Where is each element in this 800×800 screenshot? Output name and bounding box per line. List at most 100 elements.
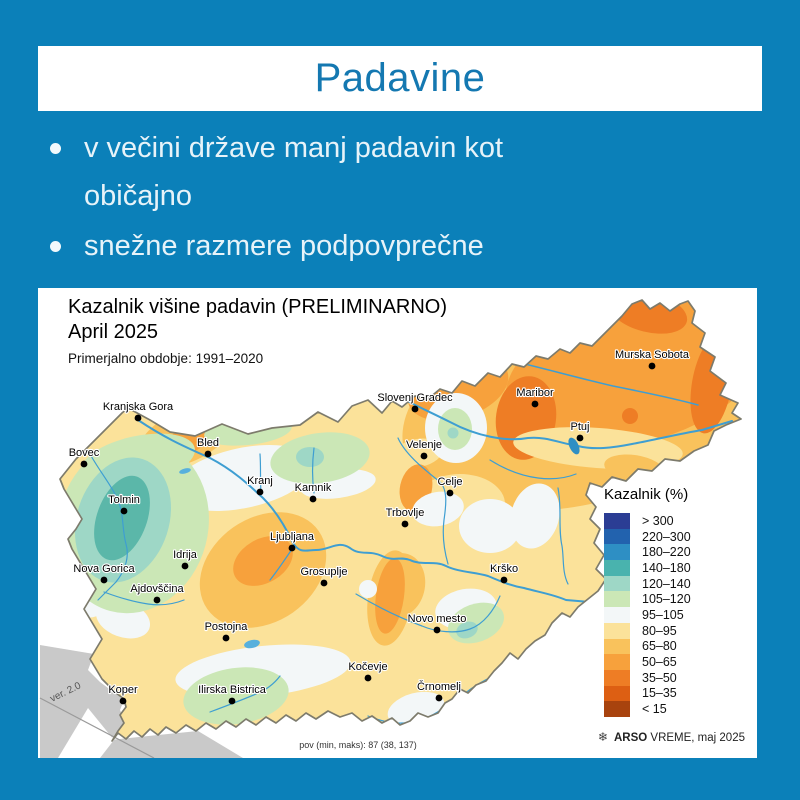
city-label: Postojna <box>205 621 249 633</box>
legend-swatch <box>604 638 630 655</box>
city-dot <box>411 405 419 413</box>
arso-logo-icon: ❄ <box>597 730 608 744</box>
legend-row: < 15 <box>604 701 754 717</box>
legend-swatch <box>604 560 630 576</box>
city-label: Nova Gorica <box>73 563 135 575</box>
legend-row: 120–140 <box>604 575 754 592</box>
city-dot <box>228 697 236 705</box>
legend-row: 15–35 <box>604 685 754 702</box>
city-label: Bovec <box>69 447 100 459</box>
city-dot <box>80 460 88 468</box>
city-dot <box>288 544 296 552</box>
legend-row: 80–95 <box>604 622 754 639</box>
legend-label: 65–80 <box>642 639 677 654</box>
legend-row: > 300 <box>604 513 754 529</box>
legend-label: 15–35 <box>642 686 677 701</box>
city-label: Ilirska Bistrica <box>198 684 267 696</box>
city-dot <box>120 507 128 515</box>
city-label: Kranjska Gora <box>103 401 174 413</box>
city-label: Kočevje <box>348 661 387 673</box>
title-bar: Padavine <box>38 46 762 111</box>
city-label: Kamnik <box>295 482 332 494</box>
city-dot <box>531 400 539 408</box>
page-title: Padavine <box>314 56 486 100</box>
legend-swatch <box>604 622 630 639</box>
legend-swatch <box>604 701 630 717</box>
legend-swatch <box>604 685 630 702</box>
city-label: Novo mesto <box>408 613 467 625</box>
legend-title: Kazalnik (%) <box>604 486 689 503</box>
legend-label: 35–50 <box>642 670 677 685</box>
city-label: Krško <box>490 563 518 575</box>
legend-label: 220–300 <box>642 529 691 544</box>
city-label: Maribor <box>516 387 554 399</box>
legend-swatch <box>604 669 630 686</box>
country-border <box>59 299 742 742</box>
city-dot <box>401 520 409 528</box>
legend-rows: > 300 220–300 180–220 140–180 120–140 105–120… <box>604 513 754 717</box>
city-dot <box>222 634 230 642</box>
bullet-item: snežne razmere podpovprečne <box>48 222 708 270</box>
map-subtitle: Primerjalno obdobje: 1991–2020 <box>68 351 264 366</box>
legend-label: 95–105 <box>642 607 684 622</box>
city-label: Trbovlje <box>386 507 425 519</box>
city-dot <box>134 414 142 422</box>
city-dot <box>256 488 264 496</box>
city-dot <box>204 450 212 458</box>
legend-label: 120–140 <box>642 576 691 591</box>
city-label: Bled <box>197 437 219 449</box>
legend-swatch <box>604 591 630 608</box>
legend-row: 95–105 <box>604 607 754 623</box>
legend-swatch <box>604 544 630 561</box>
legend-row: 105–120 <box>604 591 754 608</box>
legend-row: 35–50 <box>604 669 754 686</box>
city-label: Celje <box>437 476 462 488</box>
city-dot <box>153 596 161 604</box>
legend-swatch <box>604 528 630 545</box>
map-title: Kazalnik višine padavin (PRELIMINARNO) <box>68 296 448 318</box>
credit-org: ARSO <box>613 732 648 744</box>
city-dot <box>119 697 127 705</box>
outside-region: ver. 2.0 <box>39 645 243 758</box>
legend-label: 105–120 <box>642 592 691 607</box>
city-dot <box>433 626 441 634</box>
bullet-dot-icon <box>50 241 61 252</box>
legend-label: < 15 <box>642 702 667 717</box>
city-label: Idrija <box>173 549 198 561</box>
city-dot <box>309 495 317 503</box>
bullet-list: v večini države manj padavin kot običajn… <box>48 124 708 270</box>
legend-row: 220–300 <box>604 528 754 545</box>
credit-line: ❄ ARSO VREME, maj 2025 <box>598 730 745 744</box>
city-dot <box>100 576 108 584</box>
city-label: Slovenj Gradec <box>377 392 453 404</box>
legend-row: 180–220 <box>604 544 754 561</box>
map-card: ver. 2.0 <box>38 288 757 758</box>
lake-ptuj <box>568 437 580 455</box>
legend-label: 50–65 <box>642 655 677 670</box>
legend-row: 65–80 <box>604 638 754 655</box>
city-dot <box>320 579 328 587</box>
city-dot <box>648 362 656 370</box>
map-legend: Kazalnik (%) > 300 220–300 180–220 140–180 1… <box>604 486 754 717</box>
city-label: Murska Sobota <box>615 349 690 361</box>
lake-cerknica <box>244 639 260 649</box>
cities-layer: Kranjska Gora Bovec Bled Kranj Kamnik Tolmin S… <box>68 348 691 705</box>
city-dot <box>364 674 372 682</box>
city-dot <box>435 694 443 702</box>
bullet-dot-icon <box>50 143 61 154</box>
legend-label: 80–95 <box>642 623 677 638</box>
legend-label: 180–220 <box>642 545 691 560</box>
legend-row: 50–65 <box>604 654 754 670</box>
legend-swatch <box>604 513 630 529</box>
city-dot <box>446 489 454 497</box>
legend-swatch <box>604 654 630 670</box>
legend-swatch <box>604 607 630 623</box>
city-label: Ljubljana <box>270 531 315 543</box>
legend-label: > 300 <box>642 513 674 528</box>
lake-bohinj <box>179 468 191 474</box>
city-label: Ptuj <box>571 421 590 433</box>
bullet-item: v večini države manj padavin kot običajn… <box>48 124 708 220</box>
city-label: Črnomelj <box>417 680 461 693</box>
city-label: Kranj <box>247 475 273 487</box>
